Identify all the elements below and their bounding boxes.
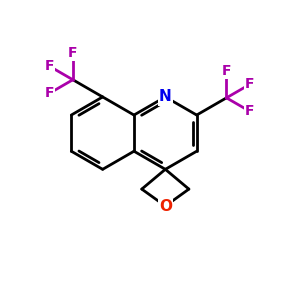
Text: F: F	[45, 86, 54, 100]
Text: F: F	[222, 64, 231, 78]
Text: O: O	[159, 199, 172, 214]
Text: F: F	[245, 104, 255, 118]
Text: F: F	[245, 77, 255, 91]
Text: N: N	[159, 89, 172, 104]
Text: F: F	[45, 59, 54, 73]
Text: F: F	[68, 46, 78, 60]
